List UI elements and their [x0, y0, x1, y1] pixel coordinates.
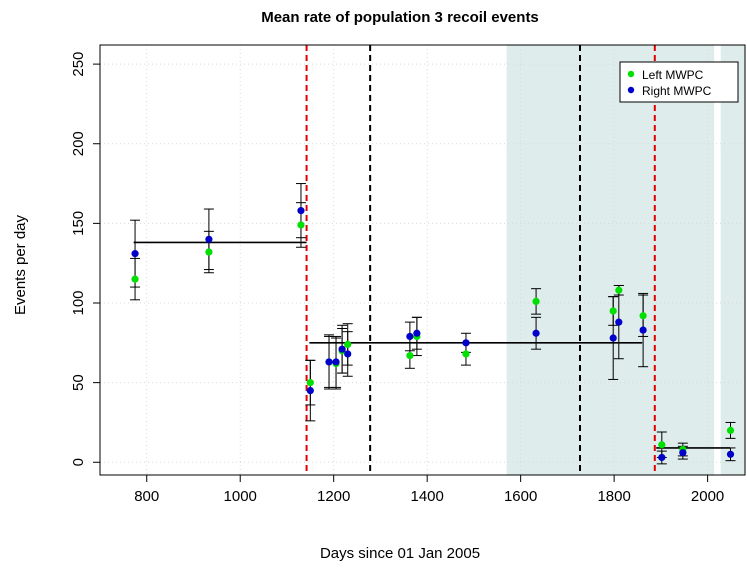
right-mwpc-point	[344, 350, 352, 358]
right-mwpc-point	[131, 250, 139, 258]
y-tick-label: 100	[70, 290, 87, 315]
left-mwpc-point	[462, 350, 470, 358]
left-mwpc-point	[532, 297, 540, 306]
right-mwpc-point	[658, 453, 666, 462]
right-mwpc-point	[413, 329, 421, 337]
legend-marker	[627, 86, 635, 94]
x-tick-label: 2000	[691, 488, 724, 505]
right-mwpc-point	[615, 318, 623, 326]
left-mwpc-point	[639, 312, 647, 320]
x-tick-label: 1600	[504, 488, 537, 505]
x-tick-label: 800	[134, 488, 159, 505]
right-mwpc-point	[332, 358, 340, 366]
y-tick-label: 200	[70, 131, 87, 156]
right-mwpc-point	[726, 450, 735, 458]
right-mwpc-point	[306, 386, 314, 395]
legend-marker	[627, 70, 635, 78]
left-mwpc-point	[658, 441, 666, 449]
x-tick-label: 1800	[597, 488, 630, 505]
x-axis-label: Days since 01 Jan 2005	[320, 545, 480, 562]
x-tick-label: 1200	[317, 488, 350, 505]
right-mwpc-point	[297, 207, 305, 215]
plot-area: 800 1000 1200 1400 1600 1800 2000 0 50 100 150 200 2…	[70, 44, 746, 505]
right-mwpc-point	[338, 345, 346, 353]
y-tick-label: 0	[70, 458, 87, 466]
y-tick-label: 50	[70, 374, 87, 391]
left-mwpc-point	[406, 351, 414, 360]
y-axis-label: Events per day	[12, 214, 29, 315]
right-mwpc-point	[205, 235, 213, 243]
left-mwpc-point	[131, 275, 139, 283]
left-mwpc-point	[344, 340, 352, 349]
legend-label: Left MWPC	[642, 68, 704, 82]
right-mwpc-point	[679, 449, 687, 457]
right-mwpc-point	[609, 334, 617, 342]
left-mwpc-point	[615, 286, 623, 294]
y-tick-label: 250	[70, 52, 87, 77]
chart-title: Mean rate of population 3 recoil events	[261, 9, 539, 26]
left-mwpc-point	[726, 426, 735, 435]
left-mwpc-point	[297, 221, 305, 229]
shaded-region	[506, 45, 715, 475]
right-mwpc-point	[639, 326, 647, 334]
left-mwpc-point	[306, 379, 314, 387]
right-mwpc-point	[532, 329, 540, 337]
x-tick-label: 1000	[224, 488, 257, 505]
y-tick-label: 150	[70, 211, 87, 236]
right-mwpc-point	[325, 358, 333, 366]
plot-frame	[99, 44, 746, 476]
legend-box	[619, 61, 739, 103]
right-mwpc-point	[406, 332, 414, 341]
x-tick-label: 1400	[410, 488, 443, 505]
right-mwpc-point	[462, 339, 470, 347]
left-mwpc-point	[205, 248, 213, 256]
legend-label: Right MWPC	[642, 84, 712, 98]
shaded-region	[720, 45, 745, 475]
left-mwpc-point	[609, 307, 617, 315]
